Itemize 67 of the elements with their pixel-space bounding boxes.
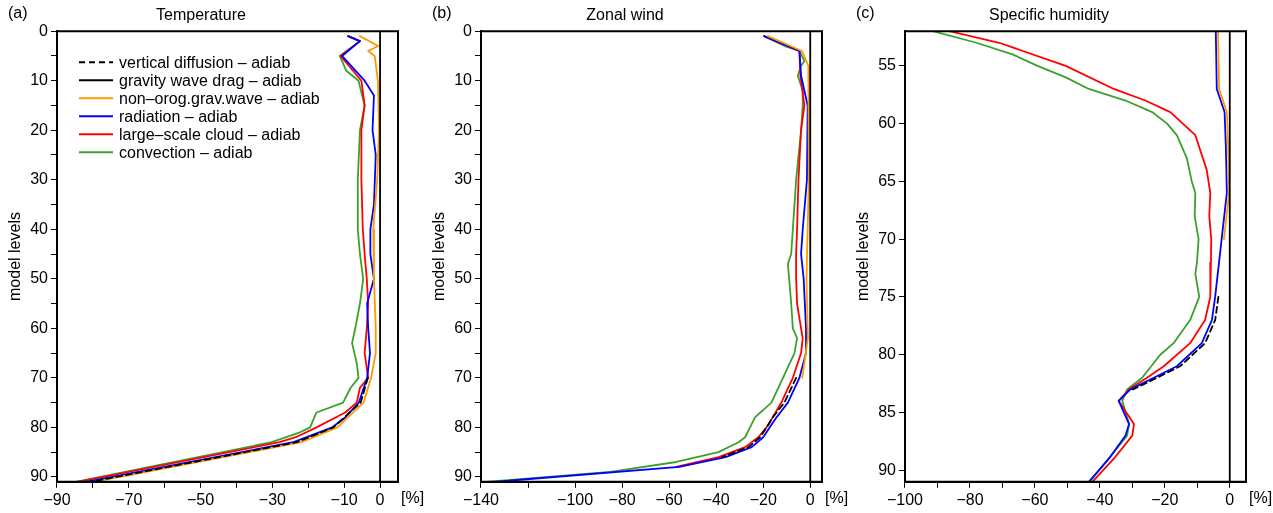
y-tick-label: 90	[878, 460, 897, 478]
x-tick-label: −20	[749, 490, 777, 508]
y-tick-label: 70	[878, 229, 897, 247]
x-tick-label: −80	[956, 490, 984, 508]
y-tick-label: 80	[454, 417, 473, 435]
x-tick-label: −10	[330, 490, 358, 508]
text: (b)	[432, 4, 452, 22]
x-axis-title: [%]	[825, 489, 849, 507]
y-tick-label: 0	[39, 21, 49, 39]
y-tick-label: 20	[30, 120, 49, 138]
text: (a)	[8, 4, 28, 22]
legend-label: gravity wave drag – adiab	[119, 71, 302, 89]
x-tick-label: −40	[702, 490, 730, 508]
y-tick-label: 90	[454, 467, 473, 485]
x-axis-title: [%]	[1249, 489, 1273, 507]
legend-label: radiation – adiab	[119, 107, 238, 125]
y-tick-label: 50	[30, 269, 49, 287]
y-tick-label: 50	[454, 269, 473, 287]
x-tick-label: −70	[115, 490, 143, 508]
x-tick-label: −80	[608, 490, 636, 508]
chart-title: Specific humidity	[988, 6, 1110, 24]
chart-title: Temperature	[156, 6, 247, 24]
x-tick-label: −20	[1151, 490, 1179, 508]
y-axis-title: model levels	[6, 212, 24, 301]
x-tick-label: −60	[655, 490, 683, 508]
x-tick-label: −100	[557, 490, 594, 508]
y-tick-label: 20	[454, 120, 473, 138]
y-tick-label: 30	[30, 170, 49, 188]
text: (c)	[856, 4, 875, 22]
y-tick-label: 70	[454, 368, 473, 386]
x-tick-label: −30	[258, 490, 287, 508]
y-tick-label: 60	[454, 318, 473, 336]
chart-title: Zonal wind	[586, 6, 664, 24]
y-tick-label: 10	[30, 71, 49, 89]
x-tick-label: −140	[462, 490, 500, 508]
y-tick-label: 0	[463, 21, 473, 39]
y-tick-label: 40	[454, 219, 473, 237]
x-tick-label: −50	[187, 490, 215, 508]
y-tick-label: 60	[30, 318, 49, 336]
y-axis-title: model levels	[430, 212, 448, 301]
x-tick-label: 0	[375, 490, 385, 508]
y-tick-label: 65	[878, 171, 897, 189]
line-series	[721, 376, 798, 458]
y-tick-label: 60	[878, 114, 897, 132]
y-tick-label: 80	[30, 417, 49, 435]
y-tick-label: 75	[878, 287, 897, 305]
y-tick-label: 70	[30, 368, 49, 386]
x-tick-label: −60	[1021, 490, 1049, 508]
y-tick-label: 90	[30, 467, 49, 485]
y-axis-title: model levels	[854, 212, 872, 301]
x-tick-label: 0	[805, 490, 815, 508]
y-tick-label: 40	[30, 219, 49, 237]
y-tick-label: 30	[454, 170, 473, 188]
y-tick-label: 85	[878, 402, 897, 420]
x-tick-label: −100	[886, 490, 924, 508]
x-tick-label: −90	[43, 490, 71, 508]
legend-label: large–scale cloud – adiab	[119, 125, 301, 143]
y-tick-label: 80	[878, 345, 897, 363]
legend-label: vertical diffusion – adiab	[119, 53, 291, 71]
x-tick-label: −40	[1086, 490, 1114, 508]
x-tick-label: 0	[1225, 490, 1235, 508]
legend-label: non–orog.grav.wave – adiab	[119, 89, 320, 107]
legend-label: convection – adiab	[119, 143, 253, 161]
y-tick-label: 55	[878, 56, 897, 74]
line-series	[1132, 296, 1220, 391]
x-axis-title: [%]	[401, 489, 425, 507]
y-tick-label: 10	[454, 71, 473, 89]
